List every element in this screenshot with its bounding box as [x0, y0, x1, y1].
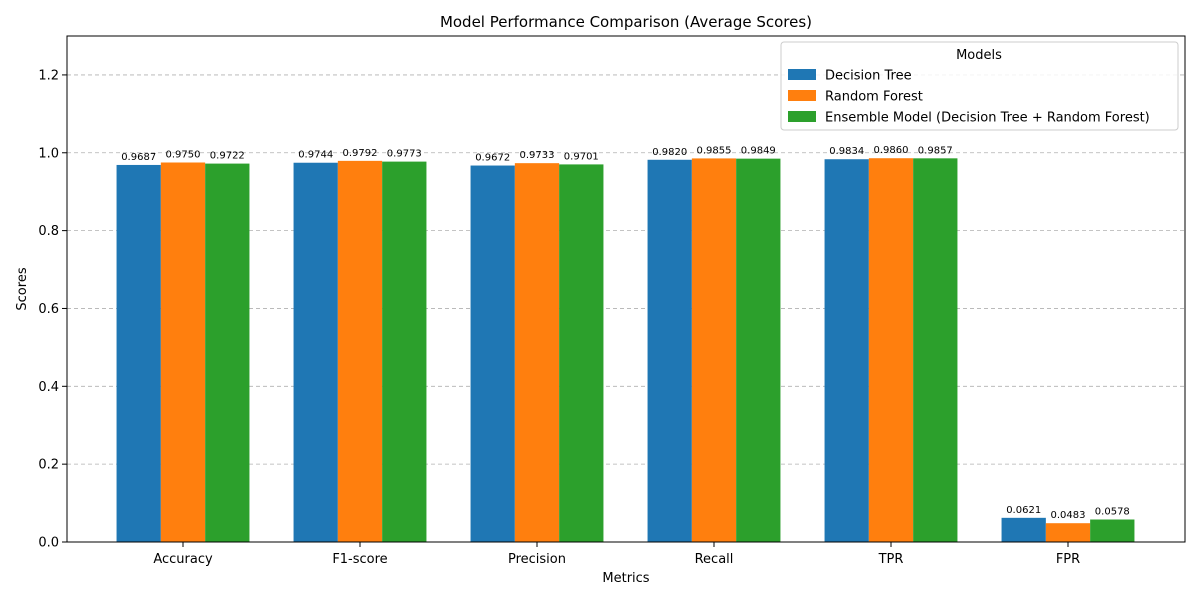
bar [736, 158, 781, 543]
y-tick-label: 0.8 [38, 224, 59, 239]
bar [1090, 519, 1135, 542]
y-tick-label: 0.0 [38, 536, 59, 551]
data-label: 0.9860 [874, 145, 909, 156]
bar [337, 160, 383, 542]
data-label: 0.9792 [343, 148, 378, 159]
legend-box [780, 41, 1179, 131]
legend-swatch [788, 69, 816, 80]
bar [205, 163, 250, 542]
plot-frame [66, 35, 1186, 543]
bar [868, 158, 914, 543]
legend-entry: Random Forest [825, 90, 923, 105]
data-label: 0.9820 [652, 147, 687, 158]
y-tick-label: 0.6 [38, 302, 59, 317]
y-tick-label: 0.2 [38, 458, 59, 473]
data-label: 0.9750 [166, 150, 201, 161]
data-label: 0.0578 [1095, 507, 1130, 518]
chart-title: Model Performance Comparison (Average Sc… [440, 13, 812, 31]
data-label: 0.9672 [475, 153, 510, 164]
legend-title: Models [956, 48, 1002, 63]
bar [647, 159, 692, 542]
data-label: 0.9722 [210, 151, 245, 162]
bar [824, 159, 869, 542]
axes: 0.0 0.2 0.4 0.6 0.8 1.0 1.2 Accuracy F1-score Pre… [38, 35, 1186, 567]
data-label: 0.9849 [741, 146, 776, 157]
data-label: 0.9733 [520, 150, 555, 161]
data-label: 0.0483 [1051, 510, 1086, 521]
data-label: 0.0621 [1006, 505, 1041, 516]
y-tick-label: 1.2 [38, 68, 59, 83]
bar [559, 164, 604, 542]
data-label: 0.9855 [697, 145, 732, 156]
bar [470, 165, 515, 542]
x-tick-label: Recall [695, 552, 734, 567]
bar [913, 158, 958, 542]
legend-entry: Decision Tree [825, 69, 912, 84]
legend-swatch [788, 111, 816, 122]
bar [382, 161, 427, 542]
x-tick-label: Accuracy [153, 552, 213, 567]
x-tick-label: TPR [878, 552, 904, 567]
bars [116, 158, 1135, 543]
data-label: 0.9687 [121, 152, 156, 163]
x-tick-label: Precision [508, 552, 566, 567]
legend-entry: Ensemble Model (Decision Tree + Random F… [825, 111, 1150, 126]
bar [514, 163, 560, 543]
bar [691, 158, 737, 542]
data-label: 0.9773 [387, 149, 422, 160]
bar [1045, 523, 1091, 542]
legend: Models Decision Tree Random Forest Ensembl… [780, 41, 1179, 131]
bar [160, 162, 206, 542]
data-label: 0.9857 [918, 145, 953, 156]
y-tick-label: 0.4 [38, 380, 59, 395]
bar [1001, 517, 1046, 542]
x-tick-label: FPR [1056, 552, 1080, 567]
x-tick-label: F1-score [332, 552, 387, 567]
x-axis-label: Metrics [602, 571, 649, 586]
data-label: 0.9744 [298, 150, 333, 161]
y-axis-label: Scores [15, 267, 30, 310]
legend-swatch [788, 90, 816, 101]
bar [116, 164, 161, 542]
data-label: 0.9701 [564, 151, 599, 162]
data-label: 0.9834 [829, 146, 864, 157]
bar [293, 162, 338, 543]
data-labels: 0.9687 0.9750 0.9722 0.9744 0.9792 0.9773 0.96… [121, 145, 1130, 521]
y-tick-label: 1.0 [38, 146, 59, 161]
